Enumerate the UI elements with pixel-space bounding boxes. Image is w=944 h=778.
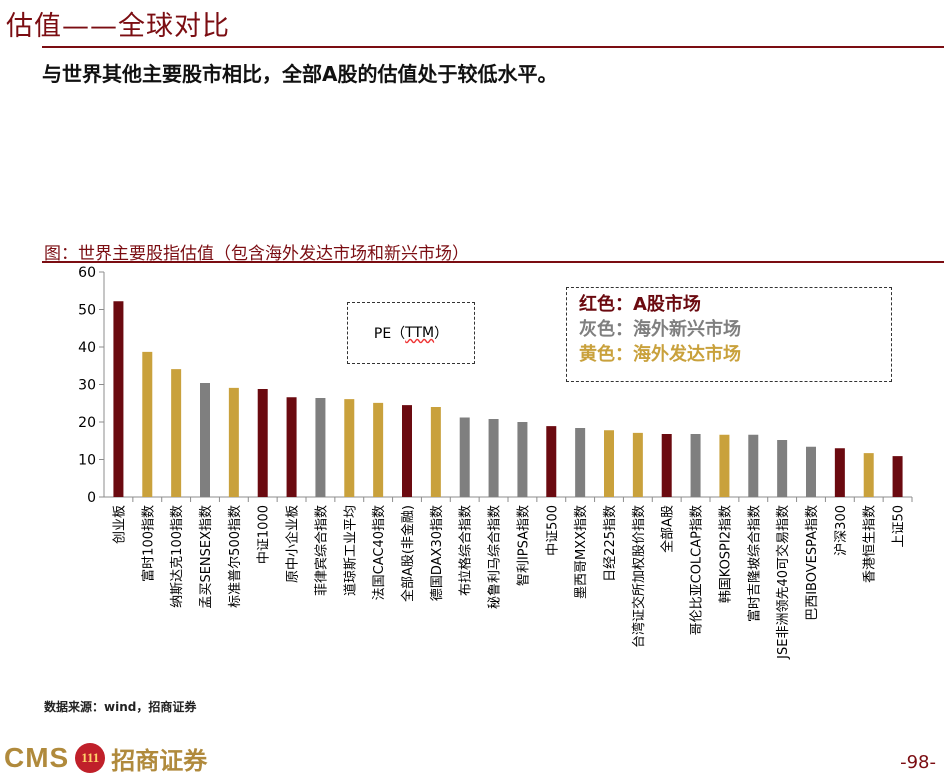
x-tick-label: 智利IPSA指数 xyxy=(516,505,531,586)
x-tick-label: 富时吉隆坡综合指数 xyxy=(746,505,762,622)
bar xyxy=(200,383,210,497)
bar xyxy=(517,422,528,497)
pe-ttm: TTM xyxy=(405,325,435,341)
bar xyxy=(604,430,614,497)
bar xyxy=(748,434,759,497)
x-tick-label: 创业板 xyxy=(112,505,127,544)
page-subtitle: 与世界其他主要股市相比，全部A股的估值处于较低水平。 xyxy=(42,62,558,86)
x-tick-label: 墨西哥MXX指数 xyxy=(574,505,589,599)
bar xyxy=(142,351,153,497)
x-tick-label: 道琼斯工业平均 xyxy=(343,505,358,596)
bar xyxy=(430,407,441,497)
x-tick-label: 纳斯达克100指数 xyxy=(170,505,185,608)
x-tick-label: 孟买SENSEX指数 xyxy=(199,505,214,609)
bar xyxy=(834,448,845,497)
x-tick-label: 全部A股(非金融) xyxy=(400,505,416,602)
y-tick-label: 30 xyxy=(78,378,96,394)
x-tick-label: 全部A股 xyxy=(660,505,676,553)
x-tick-label: 中证1000 xyxy=(257,505,272,564)
x-tick-label: 香港恒生指数 xyxy=(863,505,878,583)
legend-gray: 灰色：海外新兴市场 xyxy=(579,317,891,342)
bar xyxy=(892,456,903,497)
bar xyxy=(459,417,470,497)
logo-mark-icon: 111 xyxy=(75,743,106,773)
x-tick-label: 中证500 xyxy=(545,505,560,556)
legend-red: 红色：A股市场 xyxy=(579,292,891,317)
logo-latin: CMS xyxy=(4,742,70,773)
legend-gold-text: 海外发达市场 xyxy=(633,344,741,365)
legend-gold: 黄色：海外发达市场 xyxy=(579,342,891,367)
data-source: 数据来源：wind，招商证券 xyxy=(44,700,197,714)
bar xyxy=(719,434,730,497)
x-tick-label: 标准普尔500指数 xyxy=(228,505,243,608)
x-tick-label: 韩国KOSPI2指数 xyxy=(718,505,733,603)
bar xyxy=(488,419,499,497)
bar xyxy=(777,440,788,497)
x-tick-label: 哥伦比亚COLCAP指数 xyxy=(690,505,705,635)
bar xyxy=(863,453,874,497)
bar xyxy=(315,398,326,497)
bar xyxy=(575,428,586,497)
title-divider xyxy=(42,46,944,48)
x-tick-label: 上证50 xyxy=(892,505,907,548)
figure-caption: 图：世界主要股指估值（包含海外发达市场和新兴市场） xyxy=(44,244,469,264)
x-tick-label: 菲律宾综合指数 xyxy=(313,505,329,596)
bar xyxy=(402,405,412,497)
x-tick-label: 布拉格综合指数 xyxy=(458,505,474,596)
pe-suffix: ） xyxy=(434,326,449,342)
page-title: 估值——全球对比 xyxy=(6,11,230,42)
bar xyxy=(228,387,239,497)
figure-divider xyxy=(42,261,944,263)
y-tick-label: 40 xyxy=(78,340,96,356)
legend-gray-text: 海外新兴市场 xyxy=(633,319,741,340)
legend-red-text: A股市场 xyxy=(633,294,701,315)
logo-chinese: 招商证券 xyxy=(111,745,208,775)
bar xyxy=(546,426,557,497)
x-tick-label: 巴西IBOVESPA指数 xyxy=(805,505,820,621)
bar xyxy=(286,397,297,497)
legend-red-label: 红色： xyxy=(579,294,633,315)
company-logo: CMS 111 招商证券 xyxy=(4,740,207,776)
legend-gray-label: 灰色： xyxy=(579,319,633,340)
y-tick-label: 60 xyxy=(78,265,96,281)
x-tick-label: 德国DAX30指数 xyxy=(430,505,445,601)
bar xyxy=(690,434,701,497)
x-tick-label: 日经225指数 xyxy=(603,505,618,582)
x-tick-label: 台湾证交所加权股价指数 xyxy=(631,505,647,648)
bar xyxy=(113,301,124,497)
page-number: -98- xyxy=(900,752,936,773)
x-tick-label: 法国CAC40指数 xyxy=(372,505,387,600)
bar xyxy=(257,389,268,497)
bar xyxy=(661,434,672,497)
y-tick-label: 20 xyxy=(78,415,96,431)
bar xyxy=(632,432,643,497)
x-tick-label: 原中小企业板 xyxy=(285,505,301,583)
x-tick-label: JSE非洲领先40可交易指数 xyxy=(775,505,791,660)
pe-annotation-box: PE（ TTM） xyxy=(347,302,475,364)
bar xyxy=(171,369,182,497)
bar xyxy=(806,446,816,497)
x-tick-label: 富时100指数 xyxy=(140,505,156,582)
x-tick-label: 沪深300 xyxy=(833,505,849,556)
y-tick-label: 0 xyxy=(87,490,96,506)
y-tick-label: 50 xyxy=(78,303,96,319)
y-tick-label: 10 xyxy=(78,453,96,469)
legend: 红色：A股市场 灰色：海外新兴市场 黄色：海外发达市场 xyxy=(566,287,892,382)
pe-prefix: PE（ xyxy=(373,326,406,342)
x-tick-label: 秘鲁利马综合指数 xyxy=(488,505,503,609)
bar xyxy=(373,402,384,497)
legend-gold-label: 黄色： xyxy=(579,344,633,365)
bar xyxy=(344,399,355,497)
